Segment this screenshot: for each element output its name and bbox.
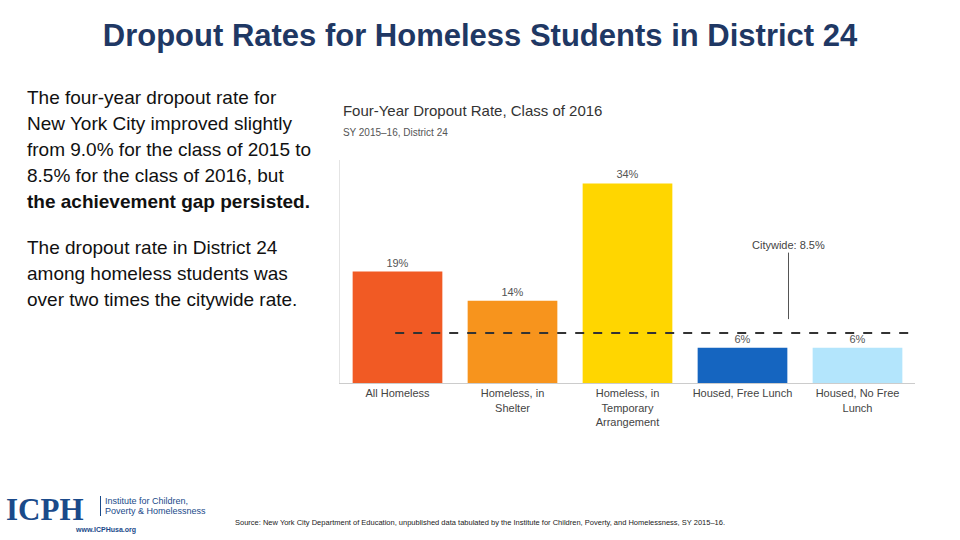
html-text:the achievement gap persisted.: the achievement gap persisted. xyxy=(27,191,310,212)
svg-text:19%: 19% xyxy=(386,257,408,269)
html-text:Institute for Children,: Institute for Children, xyxy=(105,496,188,506)
html-text:The four-year dropout rate for: The four-year dropout rate for New York … xyxy=(27,87,312,186)
html-text:Source: New York City Departme: Source: New York City Department of Educ… xyxy=(235,518,725,527)
svg-text:6%: 6% xyxy=(849,333,865,345)
html-text:ICPH: ICPH xyxy=(6,492,84,527)
svg-text:All Homeless: All Homeless xyxy=(365,387,430,399)
svg-text:Four-Year Dropout Rate, Class: Four-Year Dropout Rate, Class of 2016SY … xyxy=(343,102,603,138)
svg-text:Housed, Free Lunch: Housed, Free Lunch xyxy=(693,387,793,399)
svg-text:Housed, No FreeLunch: Housed, No FreeLunch xyxy=(816,387,900,413)
svg-text:6%: 6% xyxy=(734,333,750,345)
svg-text:14%: 14% xyxy=(501,286,523,298)
svg-text:Citywide: 8.5%: Citywide: 8.5% xyxy=(752,239,825,251)
html-text:Dropout Rates for Homeless Stu: Dropout Rates for Homeless Students in D… xyxy=(102,18,858,53)
html-text:Poverty & Homelessness: Poverty & Homelessness xyxy=(105,506,206,516)
svg-text:Homeless, inTemporaryArrangeme: Homeless, inTemporaryArrangement xyxy=(596,387,660,428)
svg-text:34%: 34% xyxy=(616,168,638,180)
svg-text:Homeless, inShelter: Homeless, inShelter xyxy=(481,387,545,413)
html-text:www.ICPHusa.org: www.ICPHusa.org xyxy=(76,526,136,533)
html-text:The dropout rate in District 2: The dropout rate in District 24 among ho… xyxy=(27,237,298,310)
